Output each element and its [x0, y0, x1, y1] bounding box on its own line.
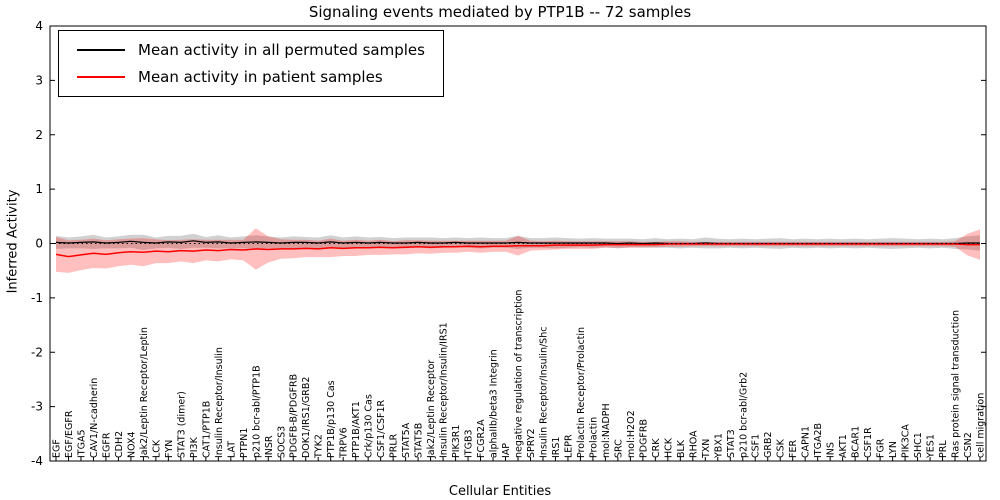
x-tick-label: YBX1 — [713, 433, 724, 459]
x-tick-label: CSF1R — [863, 427, 874, 458]
x-tick-label: FYN — [164, 440, 175, 458]
x-axis-title: Cellular Entities — [448, 484, 552, 499]
legend-entry-patient: Mean activity in patient samples — [77, 68, 425, 86]
series-line-patient — [55, 243, 980, 258]
x-tick-label: HCK — [663, 437, 674, 458]
legend-label-patient: Mean activity in patient samples — [138, 68, 383, 86]
y-axis-title: Inferred Activity — [5, 189, 21, 294]
confidence-band-patient — [56, 228, 980, 273]
x-tick-label: Jak2/Leptin Receptor/Leptin — [139, 327, 150, 459]
x-tick-label: TYK2 — [314, 434, 325, 459]
legend: Mean activity in all permuted samples Me… — [58, 30, 444, 97]
x-tick-label: DOK1/IRS1/GRB2 — [301, 377, 312, 458]
x-tick-label: p210 bcr-abl/Grb2 — [738, 372, 749, 458]
x-tick-label: mol:NADPH — [601, 403, 612, 458]
x-tick-label: CSK — [776, 438, 787, 458]
legend-line-sample-patient — [77, 76, 125, 78]
x-tick-label: GRB2 — [763, 431, 774, 458]
x-tick-label: EGF — [52, 439, 63, 458]
x-tick-label: CAT1/PTP1B — [201, 401, 212, 458]
x-tick-label: Insulin Receptor/Insulin/IRS1 — [439, 322, 450, 458]
legend-entry-permuted: Mean activity in all permuted samples — [77, 41, 425, 59]
x-tick-label: YES1 — [926, 434, 937, 459]
legend-label-permuted: Mean activity in all permuted samples — [138, 41, 425, 59]
x-tick-label: PIK3CA — [901, 424, 912, 458]
x-tick-label: LCK — [151, 439, 162, 458]
x-tick-label: CSF1 — [751, 434, 762, 458]
x-tick-label: STAT3 — [726, 429, 737, 458]
x-tick-label: PTP1B/p130 Cas — [326, 380, 337, 458]
y-tick-label: 4 — [35, 19, 43, 33]
x-tick-label: PTPN1 — [239, 428, 250, 458]
x-tick-label: IAP — [501, 443, 512, 458]
y-tick-label: -4 — [31, 454, 43, 468]
x-tick-label: LYN — [888, 441, 899, 458]
x-tick-label: cell migration — [976, 393, 987, 458]
x-tick-label: CSN2 — [963, 432, 974, 458]
x-tick-label: FGR — [876, 438, 887, 458]
x-tick-label: BLK — [676, 439, 687, 458]
x-tick-label: PI3K — [189, 436, 200, 458]
y-tick-label: 2 — [35, 128, 43, 142]
x-tick-label: EGF/EGFR — [64, 410, 75, 458]
x-tick-label: BCAR1 — [851, 426, 862, 458]
x-tick-label: STAT5A — [401, 422, 412, 458]
x-tick-label: RHOA — [688, 430, 699, 458]
x-tick-label: Ras protein signal transduction — [951, 310, 962, 458]
x-tick-label: LAT — [226, 441, 237, 458]
y-tick-label: 0 — [35, 237, 43, 251]
x-tick-label: PRL — [938, 440, 949, 458]
legend-line-sample-permuted — [77, 49, 125, 51]
x-tick-label: NOX4 — [126, 431, 137, 458]
y-tick-label: 3 — [35, 73, 43, 87]
x-tick-label: Prolactin — [588, 417, 599, 458]
y-tick-label: -3 — [31, 400, 43, 414]
x-tick-label: mol:H2O2 — [626, 410, 637, 458]
x-tick-label: CAPN1 — [801, 426, 812, 458]
x-tick-label: SHC1 — [913, 432, 924, 458]
x-tick-label: SPRY2 — [526, 428, 537, 458]
x-tick-label: TXN — [701, 439, 712, 459]
x-tick-label: negative regulation of transcription — [514, 290, 525, 458]
x-tick-label: FCGR2A — [476, 419, 487, 458]
x-tick-label: FER — [788, 440, 799, 458]
x-tick-label: Insulin Receptor/Insulin/Shc — [538, 327, 549, 458]
y-tick-label: 1 — [35, 182, 43, 196]
x-tick-label: CAV1/N-cadherin — [89, 378, 100, 458]
x-tick-label: alphaIIb/beta3 Integrin — [489, 349, 500, 458]
y-tick-label: -1 — [31, 291, 43, 305]
x-tick-label: PIK3R1 — [451, 425, 462, 458]
x-tick-label: TRPV6 — [339, 427, 350, 459]
x-tick-label: SOCS3 — [276, 426, 287, 458]
x-tick-label: ITGB3 — [464, 429, 475, 458]
y-tick-label: -2 — [31, 345, 43, 359]
x-tick-label: PTP1B/AKT1 — [351, 401, 362, 458]
x-tick-label: CSF1/CSF1R — [376, 399, 387, 458]
x-tick-label: Crk/p130 Cas — [364, 394, 375, 458]
x-tick-label: PDGFB-B/PDGFRB — [289, 374, 300, 458]
chart-title: Signaling events mediated by PTP1B -- 72… — [308, 3, 692, 21]
x-tick-label: INSR — [264, 435, 275, 458]
x-tick-label: EGFR — [101, 432, 112, 458]
x-tick-label: Jak2/Leptin Receptor — [426, 360, 437, 459]
x-tick-label: ITGA5 — [76, 429, 87, 458]
x-tick-label: CDH2 — [114, 431, 125, 458]
x-tick-label: SRC — [613, 439, 624, 458]
x-tick-label: IRS1 — [551, 437, 562, 458]
x-tick-label: AKT1 — [838, 434, 849, 458]
x-tick-label: Prolactin Receptor/Prolactin — [576, 327, 587, 458]
x-tick-label: ITGA2B — [813, 423, 824, 458]
x-tick-label: p210 bcr-abl/PTP1B — [251, 365, 262, 458]
x-tick-label: PRLR — [389, 433, 400, 458]
x-tick-label: PDGFRB — [638, 419, 649, 458]
x-tick-label: LEPR — [563, 434, 574, 458]
x-tick-label: STAT5B — [414, 423, 425, 458]
x-tick-label: Insulin Receptor/Insulin — [214, 347, 225, 458]
x-tick-label: INS — [826, 442, 837, 458]
x-tick-label: CRK — [651, 438, 662, 458]
x-tick-label: STAT3 (dimer) — [176, 391, 187, 458]
